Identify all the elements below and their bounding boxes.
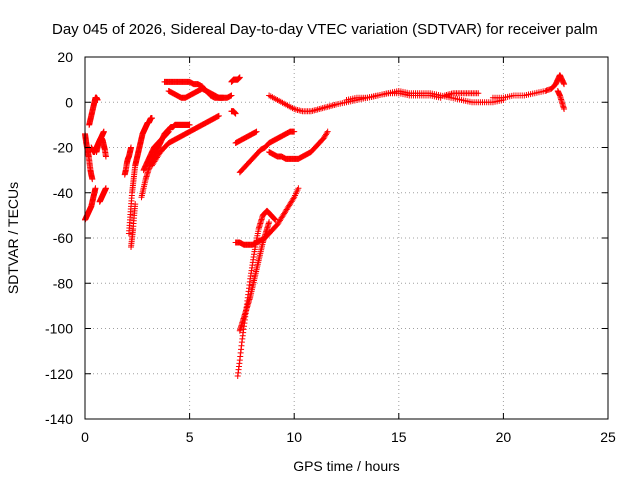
data-point (102, 185, 109, 192)
data-point (323, 130, 330, 137)
y-tick-label: 0 (65, 94, 73, 110)
data-point (186, 121, 193, 128)
x-axis-label: GPS time / hours (293, 458, 400, 474)
data-point (132, 201, 139, 208)
data-point (475, 90, 482, 97)
data-point (266, 219, 273, 226)
data-point (165, 128, 172, 135)
data-point (89, 176, 96, 183)
y-tick-label: -40 (53, 185, 73, 201)
y-tick-label: -60 (53, 230, 73, 246)
x-tick-label: 10 (286, 429, 302, 445)
data-point (295, 185, 302, 192)
chart-title: Day 045 of 2026, Sidereal Day-to-day VTE… (52, 21, 598, 38)
x-tick-label: 15 (391, 429, 407, 445)
grid-lines (85, 57, 608, 419)
y-axis-label: SDTVAR / TECUs (5, 182, 21, 294)
data-point (232, 110, 239, 117)
data-point (561, 81, 568, 88)
x-tick-label: 20 (496, 429, 512, 445)
data-point (561, 106, 568, 113)
data-point (236, 74, 243, 81)
data-points (82, 72, 568, 380)
x-tick-label: 0 (81, 429, 89, 445)
data-point (253, 128, 260, 135)
data-point (148, 115, 155, 122)
axis-ticks: 0 5 10 15 20 25 -140 -120 -100 -80 -60 -40 -20 0 20 (45, 49, 616, 445)
data-point (94, 96, 101, 103)
y-tick-label: -100 (45, 321, 73, 337)
x-tick-label: 5 (186, 429, 194, 445)
data-point (128, 144, 135, 151)
data-point (291, 128, 298, 135)
y-tick-label: -80 (53, 275, 73, 291)
y-tick-label: -140 (45, 411, 73, 427)
data-point (102, 153, 109, 160)
y-tick-label: -120 (45, 366, 73, 382)
y-tick-label: -20 (53, 140, 73, 156)
data-point (92, 185, 99, 192)
y-tick-label: 20 (57, 49, 73, 65)
data-point (215, 112, 222, 119)
data-point (100, 128, 107, 135)
data-point (228, 92, 235, 99)
x-tick-label: 25 (600, 429, 616, 445)
data-point (290, 195, 297, 202)
data-point (324, 128, 331, 135)
